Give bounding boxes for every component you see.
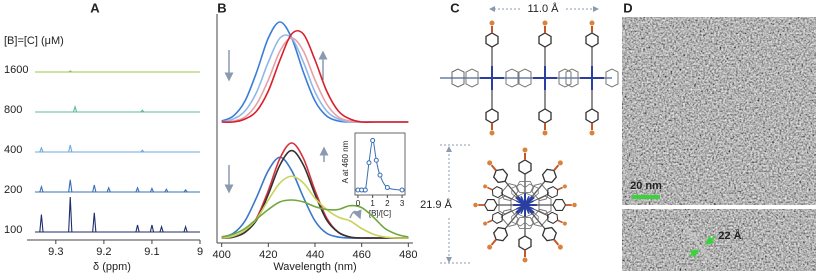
- inset-x-label: [B]/[C]: [369, 209, 391, 218]
- peak: [68, 196, 73, 233]
- data-point: [362, 187, 368, 193]
- x-tick-label: 0: [356, 199, 361, 208]
- x-tick-label: 480: [399, 249, 417, 261]
- tem-image: [622, 209, 816, 271]
- peak: [68, 179, 73, 193]
- data-point: [373, 157, 379, 163]
- peak: [183, 224, 188, 233]
- series-label: 1600: [4, 64, 28, 76]
- peak: [92, 184, 97, 193]
- peak: [39, 146, 44, 153]
- peak: [68, 144, 73, 153]
- spectrum-line: [221, 149, 409, 239]
- peak: [106, 186, 111, 193]
- fiber: [682, 225, 714, 263]
- peak: [135, 224, 140, 233]
- spectrum-line: [221, 199, 409, 238]
- x-tick-label: 9.1: [144, 246, 159, 258]
- x-tick-label: 2: [385, 199, 390, 208]
- trend-arrow: [349, 209, 362, 220]
- dimension-label: 11.0 Å: [528, 2, 560, 15]
- peak: [39, 184, 44, 193]
- x-tick-label: 1: [370, 199, 375, 208]
- peak: [164, 188, 169, 193]
- spectrum-line: [221, 37, 409, 123]
- panel-label: D: [623, 0, 632, 15]
- x-tick-label: 420: [259, 249, 277, 261]
- inset-frame: [354, 132, 406, 196]
- panel-label: C: [450, 0, 460, 15]
- series-label: 200: [4, 184, 22, 196]
- panel-a-title: [B]=[C] (μM): [4, 35, 64, 47]
- peak: [135, 186, 140, 193]
- peak: [68, 70, 73, 73]
- spacing-label: 22 Å: [718, 229, 741, 242]
- panel-label: A: [90, 0, 100, 15]
- spectrum-line: [221, 175, 409, 239]
- scale-bar: [632, 195, 660, 199]
- data-point: [366, 160, 372, 166]
- x-tick-label: 440: [306, 249, 324, 261]
- x-tick-label: 9.3: [48, 246, 63, 258]
- series-label: 400: [4, 144, 22, 156]
- x-tick-label: 3: [400, 199, 405, 208]
- scale-bar-label: 20 nm: [630, 180, 662, 192]
- data-point: [370, 137, 376, 143]
- peak: [149, 187, 155, 193]
- crystal-cage: [467, 143, 583, 267]
- peak: [140, 149, 145, 153]
- peak: [39, 214, 44, 233]
- x-tick-label: 9.2: [96, 246, 111, 258]
- x-axis-label: Wavelength (nm): [273, 261, 356, 273]
- data-point: [377, 172, 383, 178]
- spectrum-line: [221, 21, 409, 123]
- panel-label: B: [217, 0, 226, 15]
- peak: [92, 212, 97, 233]
- peak: [140, 109, 145, 113]
- spacing-arrow: [689, 249, 700, 259]
- x-tick-label: 460: [352, 249, 370, 261]
- series-label: 100: [4, 224, 22, 236]
- crystal-chain: [440, 19, 619, 137]
- peak: [72, 104, 78, 113]
- inset-y-label: A at 460 nm: [341, 140, 350, 183]
- series-label: 800: [4, 104, 22, 116]
- spacing-arrow: [704, 235, 717, 245]
- x-tick-label: 9: [197, 246, 203, 258]
- data-point: [384, 185, 390, 191]
- tem-image: [622, 17, 816, 205]
- spectrum-line: [221, 29, 409, 124]
- dimension-label: 21.9 Å: [420, 198, 452, 211]
- peak: [159, 224, 164, 233]
- x-axis-label: δ (ppm): [93, 261, 131, 273]
- data-point: [399, 187, 405, 193]
- peak: [183, 188, 188, 193]
- x-tick-label: 400: [212, 249, 230, 261]
- peak: [149, 224, 155, 233]
